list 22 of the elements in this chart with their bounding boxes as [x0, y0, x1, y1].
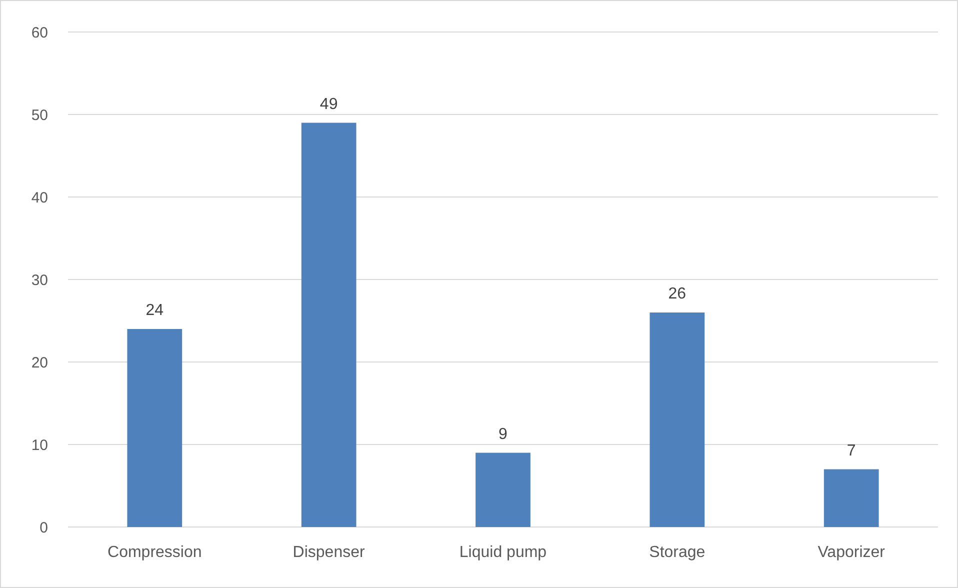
- y-tick-label: 60: [31, 24, 48, 42]
- y-tick-label: 0: [40, 519, 48, 536]
- x-tick-label: Dispenser: [292, 544, 366, 561]
- bar: [127, 329, 182, 527]
- x-tick-label: Storage: [649, 544, 706, 561]
- bar: [650, 312, 705, 527]
- y-tick-label: 50: [31, 106, 48, 124]
- data-label: 26: [668, 286, 686, 302]
- x-tick-label: Vaporizer: [818, 544, 886, 561]
- x-tick-label: Compression: [108, 544, 202, 561]
- bar: [476, 452, 530, 527]
- data-label: 9: [498, 426, 508, 443]
- y-tick-label: 20: [31, 354, 48, 372]
- data-label: 24: [146, 302, 164, 319]
- bar: [301, 122, 356, 527]
- x-tick-label: Liquid pump: [459, 544, 547, 561]
- bar: [824, 469, 879, 527]
- data-label: 7: [846, 442, 856, 460]
- data-label: 49: [320, 96, 338, 113]
- y-tick-label: 40: [31, 189, 48, 206]
- y-tick-label: 30: [31, 272, 48, 289]
- y-tick-label: 10: [31, 436, 48, 454]
